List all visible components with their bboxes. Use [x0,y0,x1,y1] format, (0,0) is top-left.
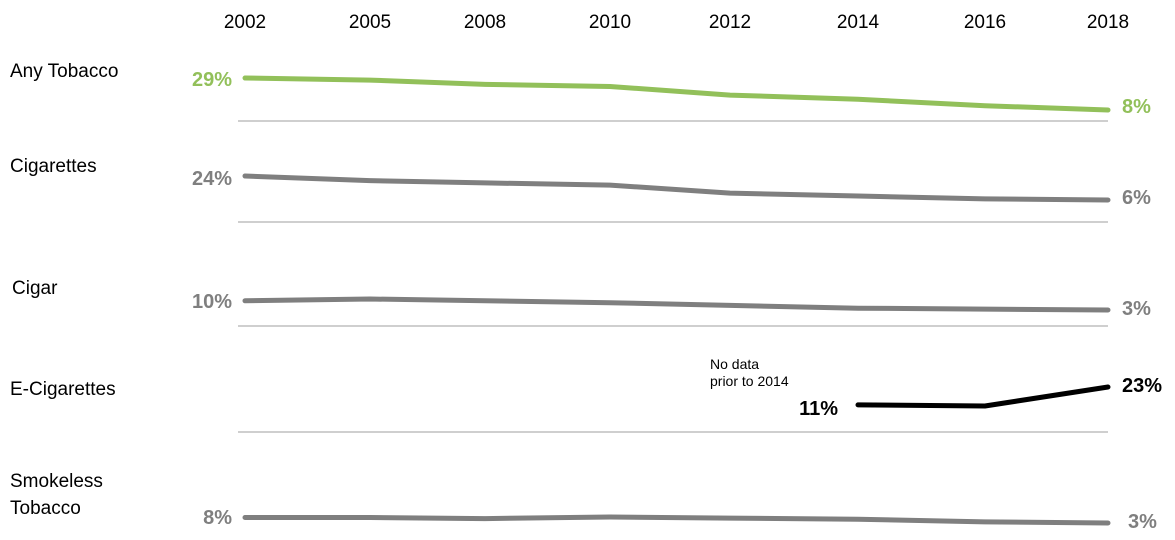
x-tick-label: 2014 [837,12,880,33]
series-label: Smokeless [10,471,103,492]
annotation-note: prior to 2014 [710,373,789,389]
start-value-label: 29% [192,69,232,91]
series-line [242,75,1111,113]
end-value-label: 6% [1122,187,1151,209]
x-tick-label: 2016 [964,12,1006,33]
series-label: Cigarettes [10,156,97,177]
series-label: E-Cigarettes [10,379,116,400]
series-label: Cigar [12,278,58,299]
annotation-note: No data [710,356,759,372]
start-value-label: 11% [799,398,838,420]
start-value-label: 8% [203,507,232,529]
x-tick-label: 2012 [709,12,751,33]
series-label: Tobacco [10,498,81,519]
start-value-label: 24% [192,168,232,190]
x-tick-label: 2010 [589,12,631,33]
end-value-label: 23% [1122,375,1162,397]
series-line [242,296,1111,313]
x-tick-label: 2002 [224,12,266,33]
start-value-label: 10% [192,291,232,313]
series-label: Any Tobacco [10,61,118,82]
end-value-label: 3% [1128,511,1157,533]
x-tick-label: 2008 [464,12,506,33]
end-value-label: 3% [1122,298,1151,320]
series-line [242,173,1111,203]
x-tick-label: 2018 [1087,12,1129,33]
series-line [855,384,1111,409]
series-line [242,514,1111,526]
x-tick-label: 2005 [349,12,391,33]
end-value-label: 8% [1122,96,1151,118]
